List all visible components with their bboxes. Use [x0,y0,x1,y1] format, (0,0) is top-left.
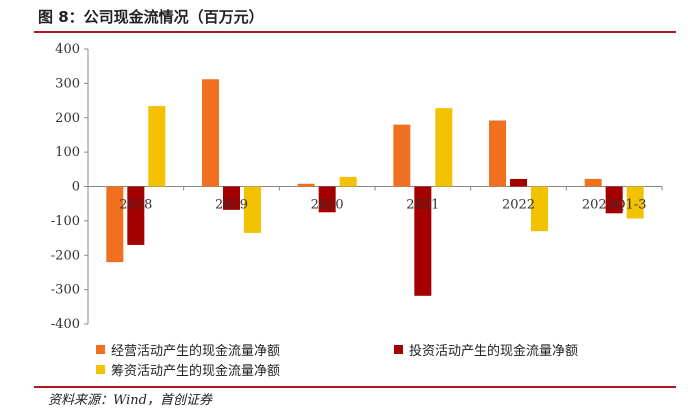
footer-rule [34,386,676,388]
bar-2022-s2 [531,186,548,232]
bar-2019-s1 [223,186,240,210]
x-category-label: 2021 [406,198,439,213]
bar-2022-s1 [510,178,527,187]
title-rule [34,31,676,33]
y-tick-label: 0 [72,180,80,195]
y-tick-label: 300 [55,76,80,91]
y-tick-label: 400 [55,42,80,57]
x-category-label: 2022 [502,198,535,213]
x-category-label: 2019 [215,198,248,213]
y-tick-label: -400 [51,317,80,332]
y-tick-label: -300 [51,283,80,298]
bar-2020-s2 [339,176,357,187]
y-tick-label: 100 [55,145,80,160]
bar-2020-s0 [297,183,315,187]
bar-2019-s0 [202,79,219,187]
bar-2023Q1-3-s1 [605,186,623,214]
x-category-label: 2018 [119,198,152,213]
bar-2022-s0 [489,120,506,187]
bar-2018-s2 [148,106,166,187]
bar-2018-s0 [106,186,124,263]
bar-2021-s1 [414,186,432,296]
chart-title: 图 8：公司现金流情况（百万元） [38,8,264,26]
bar-2021-s0 [393,124,411,187]
bar-2019-s2 [244,186,261,233]
y-tick-label: -100 [51,214,80,229]
bar-2023Q1-3-s2 [626,186,644,219]
bar-2021-s2 [435,108,453,187]
x-category-label: 2023Q1-3 [582,198,647,213]
source-note: 资料来源：Wind，首创证券 [48,393,212,408]
x-category-label: 2020 [311,198,344,213]
bar-2018-s1 [127,186,145,245]
bar-2020-s1 [318,186,336,213]
y-tick-label: -200 [51,248,80,263]
bar-2023Q1-3-s0 [584,178,602,187]
y-tick-label: 200 [55,111,80,126]
